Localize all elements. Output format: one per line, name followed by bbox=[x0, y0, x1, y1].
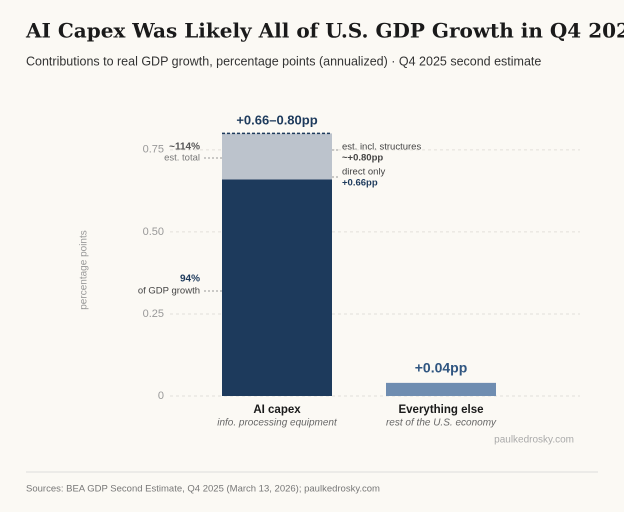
range-label: +0.66–0.80pp bbox=[236, 112, 317, 127]
bar bbox=[386, 382, 496, 396]
annotation: ~+0.80pp bbox=[342, 153, 383, 164]
y-axis-label: percentage points bbox=[79, 230, 90, 310]
x-tick-label: Everything else bbox=[398, 404, 483, 416]
annotation: est. incl. structures bbox=[342, 142, 421, 153]
bars: AI capex info. processing equipment +0.04p… bbox=[217, 132, 497, 429]
annotation: direct only bbox=[342, 167, 386, 178]
source: Sources: BEA GDP Second Estimate, Q4 202… bbox=[26, 484, 380, 495]
chart-title: AI Capex Was Likely All of U.S. GDP Grow… bbox=[25, 19, 624, 43]
x-tick-note: info. processing equipment bbox=[217, 418, 338, 429]
x-tick-note: rest of the U.S. economy bbox=[386, 418, 497, 429]
y-tick-label: 0.75 bbox=[143, 144, 164, 156]
annotation: +0.66pp bbox=[342, 178, 378, 189]
y-tick-label: 0.50 bbox=[143, 226, 164, 238]
y-tick-label: 0 bbox=[158, 390, 164, 402]
value-label: +0.04pp bbox=[415, 360, 468, 376]
annotation: 94% bbox=[180, 274, 200, 285]
watermark: paulkedrosky.com bbox=[494, 435, 574, 446]
annotation: of GDP growth bbox=[138, 286, 200, 297]
annotation: est. total bbox=[164, 153, 200, 164]
x-tick-label: AI capex bbox=[253, 404, 301, 416]
bar bbox=[222, 179, 332, 396]
chart-subtitle: Contributions to real GDP growth, percen… bbox=[26, 54, 541, 68]
y-tick-label: 0.25 bbox=[143, 308, 164, 320]
annotation: ~114% bbox=[169, 142, 200, 153]
bar bbox=[222, 133, 332, 180]
